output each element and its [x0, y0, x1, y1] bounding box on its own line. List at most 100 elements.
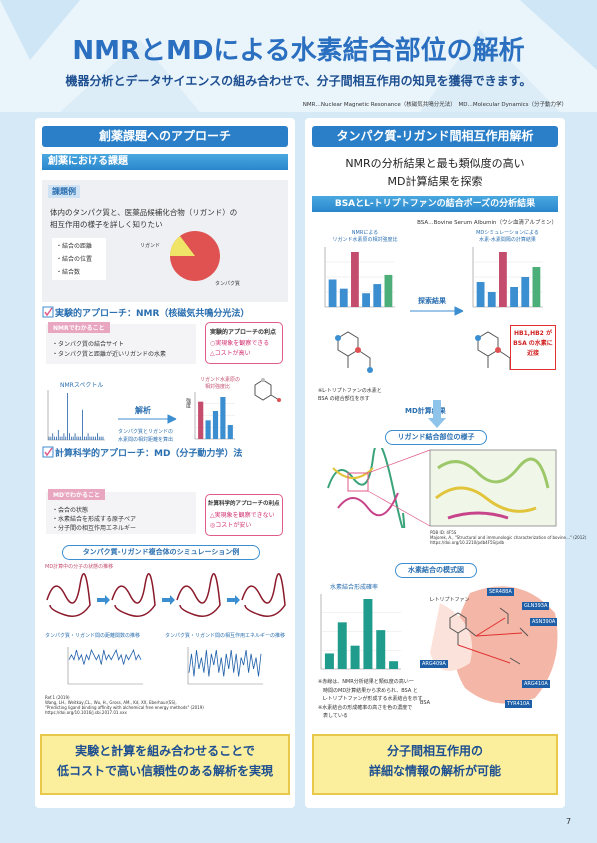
md-heading: 計算科学的アプローチ：MD（分子動力学）法: [55, 449, 243, 459]
residue-tag: TYR410A: [505, 700, 532, 708]
check-icon: [42, 306, 54, 318]
citation: https://doi.org/10.2210/pdb4F5S/pdb: [430, 540, 505, 545]
residue-tag: GLN393A: [522, 602, 550, 610]
left-tab: 創薬課題へのアプローチ: [42, 126, 288, 147]
item: ・結合数: [56, 269, 81, 276]
residue-tag: ASN390A: [530, 618, 558, 626]
intro: NMRの分析結果と最も類似度の高い MD計算結果を探索: [305, 155, 565, 191]
bar: [384, 274, 393, 307]
t: BSA の水素に: [513, 340, 553, 347]
bubble-pro: ◎コストが安い: [210, 522, 252, 529]
binding-site-images: [327, 448, 557, 528]
caption: タンパク質とリガンドの: [118, 429, 174, 435]
bar: [362, 293, 370, 307]
item: ・タンパク質の結合サイト: [52, 341, 125, 348]
right-conclusion: 分子間相互作用の詳細な情報の解析が可能: [312, 734, 558, 795]
bar: [376, 630, 386, 669]
residue-tag: SER488A: [487, 588, 514, 596]
md-bar-chart: [472, 247, 543, 308]
intro-line: MD計算結果を探索: [387, 175, 483, 188]
bubble-title: 計算科学的アプローチの利点: [208, 501, 280, 507]
bar: [337, 622, 347, 669]
residue-tag: ARG410A: [522, 680, 550, 688]
citation: PDB ID: 4F5S: [430, 530, 457, 535]
bsa-note: BSA…Bovine Serum Albumin（ウシ血清アルブミン）: [417, 220, 557, 226]
nmr-heading: 実験的アプローチ：NMR（核磁気共鳴分光法）: [55, 309, 250, 319]
bar: [476, 282, 485, 307]
spectrum-title: NMRスペクトル: [60, 382, 104, 389]
t: 近接: [526, 350, 539, 357]
t: ※水素結合の形成確率の高さを色の濃度で: [318, 704, 413, 711]
t: NMRによる: [351, 230, 379, 236]
conclusion-line: 低コストで高い信頼性のある解析を実現: [56, 764, 273, 778]
residue: ASN390A: [530, 608, 558, 627]
chart-title: 相対強度比: [205, 384, 231, 390]
item: ・会合の状態: [52, 507, 89, 514]
nmr-box-title: NMRでわかること: [48, 322, 110, 333]
example-label: 課題例: [48, 185, 80, 198]
bar: [227, 425, 233, 439]
citation: Ref.1 (2019): [45, 695, 70, 700]
bar: [328, 279, 337, 307]
axis: [47, 390, 105, 441]
hb-chart-title: 水素結合形成確率: [330, 584, 379, 591]
bar: [373, 284, 382, 307]
bar: [220, 397, 226, 439]
conclusion-line: 実験と計算を組み合わせることで: [75, 744, 255, 758]
md-states-illustration: [46, 573, 286, 617]
bubble-con: △コストが高い: [210, 350, 251, 357]
conclusion-line: 詳細な情報の解析が可能: [368, 764, 501, 778]
nmr-bubble: [205, 322, 283, 364]
check-icon: [42, 446, 54, 458]
bsa-banner: BSAとL-トリプトファンの結合ポーズの分析結果: [312, 196, 558, 212]
arrow: [410, 306, 464, 316]
bar: [205, 420, 211, 439]
bar: [339, 288, 348, 307]
abbrev-note: NMR…Nuclear Magnetic Resonance（核磁気共鳴分光法）…: [302, 102, 567, 108]
axis: [320, 594, 401, 670]
bar-chart: [194, 392, 235, 440]
residue-tag: ARG409A: [420, 660, 448, 668]
nmr-bar-chart: [324, 247, 395, 308]
sim-banner: タンパク質-リガンド複合体のシミュレーション例: [62, 545, 260, 560]
t: 時間のMD計算結果から求められ、BSA と: [318, 687, 418, 694]
protein-label: BSA: [420, 700, 431, 706]
citation: Wang, LH., Weitkay,CL., Wu, H., Gross, A…: [45, 700, 177, 705]
page-number: 7: [566, 817, 572, 826]
down-arrow: [428, 400, 446, 428]
arrow: [118, 414, 177, 424]
note: BSA の結合部位を示す: [318, 396, 370, 402]
subtitle: 機器分析とデータサイエンスの組み合わせで、分子間相互作用の知見を獲得できます。: [65, 74, 532, 88]
bar: [324, 653, 334, 669]
bar: [212, 411, 219, 439]
right-tab: タンパク質-リガンド間相互作用解析: [312, 126, 558, 147]
bubble-pro: ○実現象を観察できる: [210, 340, 270, 347]
item: ・タンパク質と距離が近いリガンドの水素: [52, 351, 167, 358]
data-line: [68, 648, 142, 665]
t: HB1,HB2 が: [514, 330, 552, 337]
bar: [351, 252, 359, 307]
states-label: MD計算中の分子の状態の推移: [45, 564, 114, 570]
bar: [487, 292, 496, 307]
bar: [510, 287, 518, 307]
bar: [363, 599, 373, 669]
spectrum-chart: [47, 390, 105, 441]
t: リガンド水素原の相対強度比: [332, 237, 398, 243]
conclusion-line: 分子間相互作用の: [386, 744, 483, 758]
item: ・結合の距離: [56, 243, 93, 250]
bar: [532, 267, 541, 307]
items-box: [52, 238, 106, 280]
t: L-トリプトファンが形成する水素結合を示す: [318, 696, 423, 702]
residue: SER488A: [487, 578, 514, 597]
bubble-con: △実現象を観察できない: [210, 512, 275, 519]
chart-title: MDシミュレーションによる 水素-水素間隔の計算結果: [465, 229, 550, 243]
axis-label: 強度: [185, 398, 191, 408]
residue: ARG410A: [522, 670, 550, 689]
left-conclusion: 実験と計算を組み合わせることで低コストで高い信頼性のある解析を実現: [40, 734, 290, 795]
pie-label: タンパク質: [215, 281, 241, 287]
bar: [350, 645, 360, 669]
arrow-label: 探索結果: [418, 297, 446, 305]
title: NMRとMDによる水素結合部位の解析: [72, 36, 525, 66]
callout: HB1,HB2 が BSA の水素に 近接: [510, 325, 556, 370]
